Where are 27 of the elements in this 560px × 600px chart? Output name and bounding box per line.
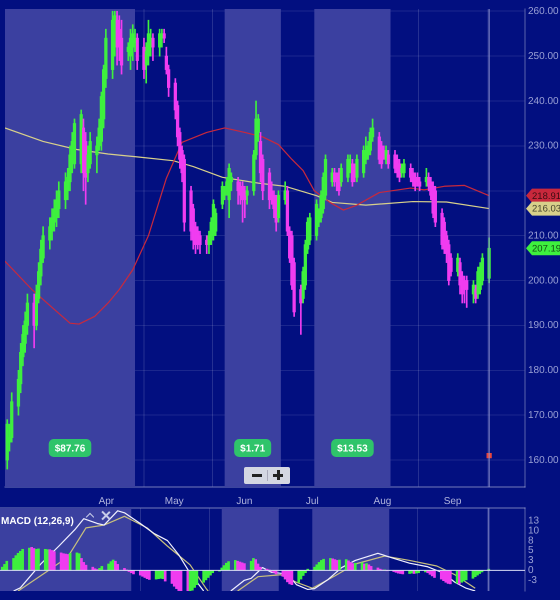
y-tick-label: 170.00 bbox=[528, 410, 560, 421]
y-tick-label: 260.00 bbox=[528, 6, 560, 17]
x-tick-label: Aug bbox=[374, 496, 392, 507]
y-tick-label: 200.00 bbox=[528, 275, 560, 286]
y-tick-label: 0 bbox=[528, 565, 534, 576]
x-tick-label: Apr bbox=[98, 496, 115, 507]
band-label: $87.76 bbox=[54, 443, 86, 454]
text: MACD (12,26,9) bbox=[1, 516, 74, 527]
y-tick-label: 5 bbox=[528, 545, 534, 556]
y-tick-label: 3 bbox=[528, 555, 534, 566]
y-tick-label: 190.00 bbox=[528, 320, 560, 332]
band-label: $1.71 bbox=[240, 443, 266, 454]
y-tick-label: 230.00 bbox=[528, 140, 560, 152]
x-tick-label: Sep bbox=[444, 496, 462, 507]
y-tick-label: -3 bbox=[528, 575, 538, 586]
y-tick-label: 10 bbox=[528, 525, 540, 536]
x-tick-label: Jun bbox=[236, 496, 252, 507]
y-tick-label: 180.00 bbox=[528, 365, 560, 376]
y-tick-label: 160.00 bbox=[528, 454, 560, 466]
y-tick-label: 8 bbox=[528, 535, 534, 546]
x-tick-label: May bbox=[164, 496, 184, 507]
y-tick-label: 13 bbox=[528, 515, 540, 526]
x-tick-label: Jul bbox=[306, 496, 319, 507]
y-tick-label: 240.00 bbox=[528, 96, 560, 107]
band-label: $13.53 bbox=[337, 443, 368, 454]
y-tick-label: 210.00 bbox=[528, 230, 560, 242]
y-tick-label: 250.00 bbox=[528, 50, 560, 62]
